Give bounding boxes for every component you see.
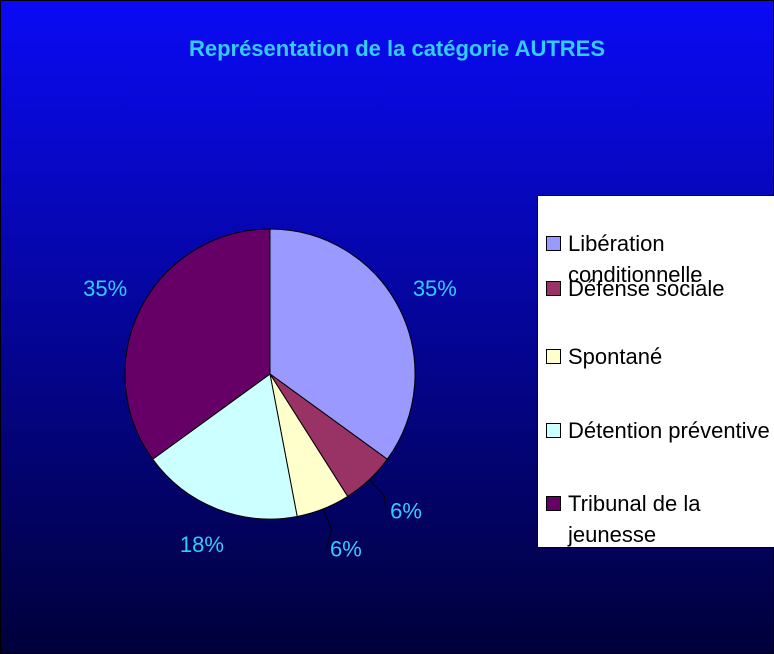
data-label: 35% <box>83 276 127 301</box>
pie-slice <box>124 228 271 460</box>
legend: Libération conditionnelle Défense social… <box>537 195 774 548</box>
pie-slice <box>269 228 416 460</box>
data-label: 6% <box>330 536 362 561</box>
legend-label: Tribunal de la jeunesse <box>568 491 701 547</box>
legend-item: Libération conditionnelle <box>546 228 774 290</box>
leader-line <box>368 479 387 513</box>
legend-swatch <box>546 349 561 364</box>
legend-item: Détention préventive <box>546 415 774 446</box>
legend-item: Tribunal de la jeunesse <box>546 488 774 550</box>
legend-label: Libération conditionnelle <box>568 231 703 287</box>
legend-swatch <box>546 496 561 511</box>
chart-title: Représentation de la catégorie AUTRES <box>189 36 605 61</box>
legend-swatch <box>546 281 561 296</box>
legend-item: Spontané <box>546 341 774 372</box>
legend-label: Défense sociale <box>568 276 725 301</box>
data-label: 6% <box>390 498 422 523</box>
pie: 35% 6% 6% 18% 35% <box>83 228 457 561</box>
data-label: 35% <box>413 276 457 301</box>
leader-line <box>322 508 333 551</box>
pie-slice <box>151 373 298 520</box>
legend-swatch <box>546 423 561 438</box>
legend-label: Spontané <box>568 344 663 369</box>
legend-label: Détention préventive <box>568 418 770 443</box>
legend-item: Défense sociale <box>546 273 774 304</box>
data-label: 18% <box>180 532 224 557</box>
legend-swatch <box>546 236 561 251</box>
